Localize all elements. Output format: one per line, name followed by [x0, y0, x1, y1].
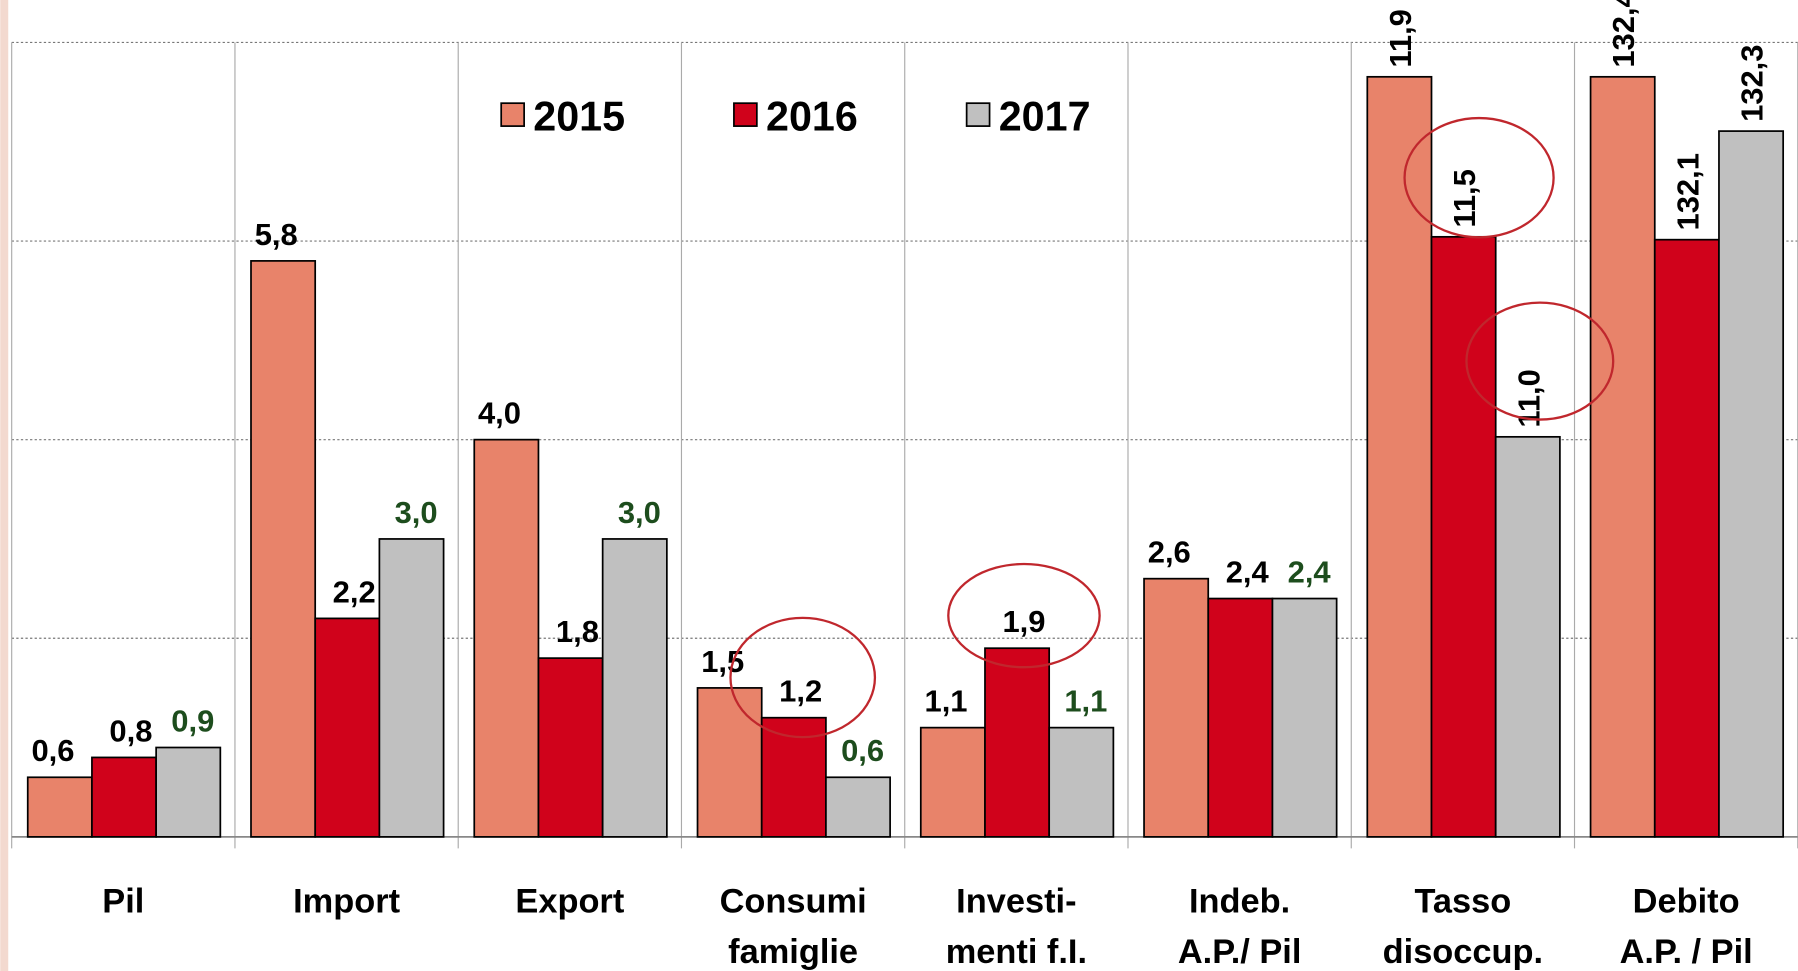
value-label: 3,0 — [395, 495, 438, 530]
value-label: 0,9 — [171, 703, 214, 738]
x-tick-label: Export — [515, 883, 624, 921]
legend-label: 2016 — [766, 94, 858, 140]
value-label: 2,6 — [1148, 535, 1191, 570]
value-label: 132,4 — [1606, 0, 1641, 68]
bar — [473, 438, 540, 838]
x-tick-label: Pil — [102, 883, 144, 921]
value-label: 2,2 — [333, 574, 376, 609]
value-label: 5,8 — [255, 217, 298, 252]
bar — [314, 617, 381, 838]
value-label: 1,9 — [1002, 604, 1045, 639]
x-tick-label: Investi- — [956, 883, 1076, 921]
x-tick-label: Import — [293, 883, 400, 921]
bar — [155, 746, 222, 838]
x-tick-label: A.P./ Pil — [1178, 933, 1302, 971]
highlight-circle — [1403, 116, 1555, 239]
value-label: 0,6 — [841, 733, 884, 768]
value-label: 1,8 — [556, 614, 599, 649]
value-label: 0,8 — [109, 713, 152, 748]
highlight-circle — [947, 562, 1101, 669]
x-tick-label: menti f.I. — [946, 933, 1087, 971]
value-label: 0,6 — [31, 733, 74, 768]
value-label: 4,0 — [478, 396, 521, 431]
bar — [1271, 597, 1338, 838]
bar — [26, 776, 93, 838]
bar — [1653, 238, 1720, 838]
x-tick-label: A.P. / Pil — [1620, 933, 1753, 971]
bar — [1048, 726, 1115, 838]
bar — [1143, 577, 1210, 838]
value-label: 132,1 — [1670, 153, 1705, 230]
legend-swatch — [733, 102, 758, 127]
x-tick-label: Debito — [1633, 883, 1740, 921]
bar — [825, 776, 891, 838]
highlight-circle — [1465, 301, 1615, 421]
bar — [1494, 435, 1561, 838]
bar — [378, 538, 445, 838]
value-label: 2,4 — [1226, 554, 1270, 589]
highlight-circle — [729, 616, 877, 739]
bar — [601, 538, 668, 838]
legend-label: 2015 — [533, 94, 625, 140]
bar — [919, 726, 986, 838]
bar — [537, 657, 604, 838]
value-label: 11,9 — [1383, 9, 1418, 68]
bar — [1589, 75, 1656, 838]
side-strip — [0, 0, 9, 971]
bar — [1430, 235, 1497, 838]
value-label: 1,1 — [924, 684, 967, 719]
bar — [91, 756, 157, 838]
x-tick-label: disoccup. — [1383, 933, 1543, 971]
value-label: 1,5 — [701, 644, 744, 679]
value-label: 2,4 — [1288, 554, 1332, 589]
bar — [250, 260, 317, 838]
value-label: 1,2 — [779, 674, 822, 709]
value-label: 1,1 — [1064, 684, 1107, 719]
bar — [984, 647, 1051, 838]
x-tick-label: Tasso — [1414, 883, 1511, 921]
x-tick-label: Indeb. — [1189, 883, 1290, 921]
value-label: 132,3 — [1735, 45, 1770, 122]
value-label: 3,0 — [618, 495, 661, 530]
x-tick-label: Consumi — [720, 883, 867, 921]
legend-swatch — [965, 102, 991, 127]
bar — [1718, 130, 1785, 838]
plot: Pil 0,6 0,8 0,9 Import 5,8 2,2 3,0 Export 4,0 1,8 3… — [11, 0, 1798, 971]
bar — [1207, 597, 1274, 838]
x-tick-label: famiglie — [728, 933, 858, 971]
legend-label: 2017 — [999, 94, 1091, 140]
bar — [696, 687, 763, 838]
value-label: 11,5 — [1447, 169, 1482, 228]
legend-swatch — [500, 102, 525, 127]
bar — [1366, 75, 1433, 838]
